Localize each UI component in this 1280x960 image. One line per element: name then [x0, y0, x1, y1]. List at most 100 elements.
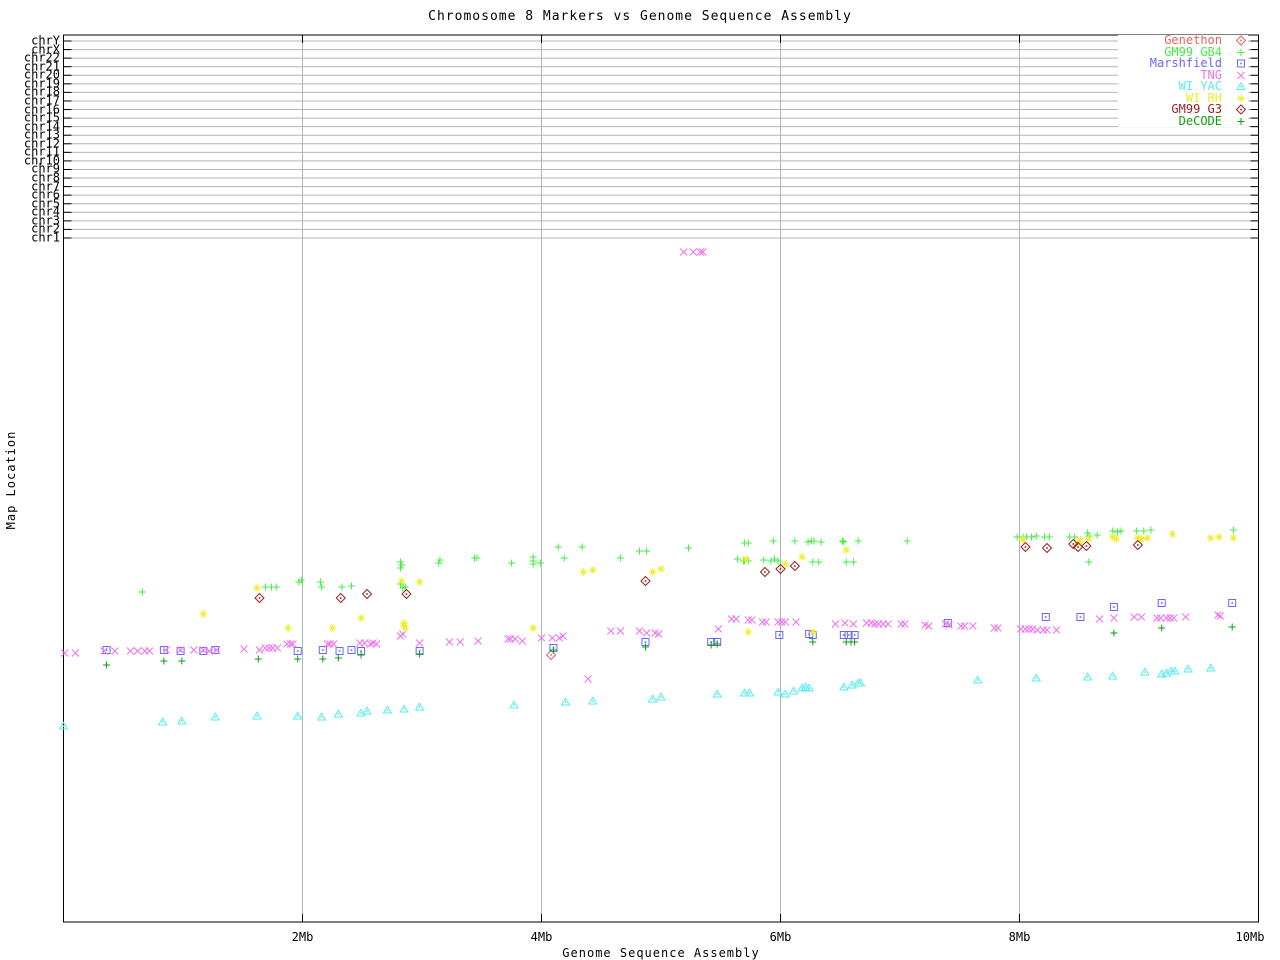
data-point	[924, 622, 933, 630]
data-point	[797, 683, 807, 692]
data-point	[635, 547, 643, 555]
data-point	[162, 646, 171, 654]
data-point	[851, 638, 859, 646]
data-point	[648, 568, 657, 576]
data-point	[900, 620, 909, 628]
data-point	[769, 537, 777, 545]
data-point	[815, 558, 823, 566]
data-point	[323, 640, 332, 648]
data-point	[255, 646, 264, 654]
data-point	[397, 577, 406, 585]
data-point	[205, 647, 214, 655]
data-point	[809, 558, 817, 566]
y-tick-label-chr4: chr4	[31, 204, 60, 219]
data-point	[775, 631, 784, 639]
data-point	[1112, 535, 1121, 543]
data-point	[774, 557, 782, 565]
data-point	[635, 627, 644, 635]
y-tick-label-chr5: chr5	[31, 196, 60, 211]
data-point	[804, 683, 815, 692]
data-point	[943, 619, 952, 627]
data-point	[254, 592, 265, 604]
legend-row-tng: TNG	[1118, 69, 1248, 82]
legend-row-gm99-gb4: GM99 GB4	[1118, 46, 1248, 59]
data-point	[415, 578, 424, 586]
data-point	[1214, 611, 1222, 619]
data-point	[347, 582, 355, 590]
data-point	[696, 248, 705, 256]
legend-row-wi-rh: WI RH	[1118, 92, 1248, 105]
y-tick-label-chr3: chr3	[31, 213, 60, 228]
data-point	[240, 645, 248, 653]
data-point	[798, 553, 807, 561]
data-point	[817, 538, 825, 546]
data-point	[361, 588, 373, 600]
data-point	[294, 655, 302, 663]
data-point	[744, 628, 753, 636]
data-point	[1085, 558, 1093, 566]
data-point	[854, 537, 862, 545]
data-point	[357, 614, 366, 622]
data-point	[1076, 536, 1085, 544]
data-point	[396, 558, 404, 566]
series-wi-rh	[199, 530, 1238, 636]
data-point	[548, 634, 557, 642]
data-point	[1027, 533, 1035, 541]
data-point	[511, 635, 520, 643]
data-point	[1110, 629, 1118, 637]
y-tick-label-chr8: chr8	[31, 170, 60, 185]
data-point	[554, 543, 562, 551]
data-point	[1021, 625, 1030, 633]
data-point	[414, 702, 425, 711]
legend: Genethon GM99 GB4 Marshfield TNG WI YAC WI RH…	[1118, 33, 1248, 127]
data-point	[286, 640, 295, 648]
chart-title: Chromosome 8 Markers vs Genome Sequence …	[428, 9, 852, 24]
data-point	[283, 640, 291, 648]
data-point	[1068, 538, 1079, 550]
data-point	[529, 624, 538, 632]
legend-label: Genethon	[1164, 33, 1222, 48]
data-point	[157, 717, 168, 726]
data-point	[1045, 533, 1053, 541]
data-point	[529, 560, 537, 568]
y-tick-label-chrX: chrX	[31, 42, 60, 57]
data-point	[903, 537, 911, 545]
data-point	[362, 706, 372, 715]
data-point	[656, 692, 666, 701]
data-point	[741, 555, 750, 563]
legend-label: GM99 G3	[1171, 102, 1222, 117]
y-tick-label-chr19: chr19	[23, 76, 60, 91]
data-point	[773, 687, 783, 696]
data-point	[616, 554, 624, 562]
data-point	[326, 640, 334, 648]
data-point	[640, 575, 651, 587]
data-point	[969, 622, 977, 630]
data-point	[560, 554, 568, 562]
data-point	[780, 689, 791, 698]
data-point	[549, 646, 557, 654]
data-point	[1137, 535, 1146, 543]
data-point	[401, 583, 409, 591]
data-point	[103, 661, 111, 669]
y-tick-label-chr17: chr17	[23, 93, 60, 108]
data-point	[679, 248, 688, 256]
data-point	[1143, 534, 1152, 542]
data-point	[71, 649, 80, 657]
data-point	[555, 634, 564, 642]
data-point	[159, 646, 168, 654]
diamond-dot-icon	[1235, 104, 1247, 115]
data-point	[445, 638, 454, 646]
data-point	[176, 716, 187, 725]
data-point	[1132, 539, 1144, 551]
data-point	[789, 560, 801, 572]
series-genethon	[545, 649, 557, 661]
data-point	[1157, 599, 1166, 607]
data-point	[473, 554, 481, 562]
data-point	[767, 557, 775, 565]
data-point	[1206, 534, 1215, 542]
series-decode	[103, 623, 1236, 669]
data-point	[518, 637, 527, 645]
data-point	[399, 704, 409, 713]
data-point	[584, 675, 592, 683]
data-point	[335, 647, 344, 655]
